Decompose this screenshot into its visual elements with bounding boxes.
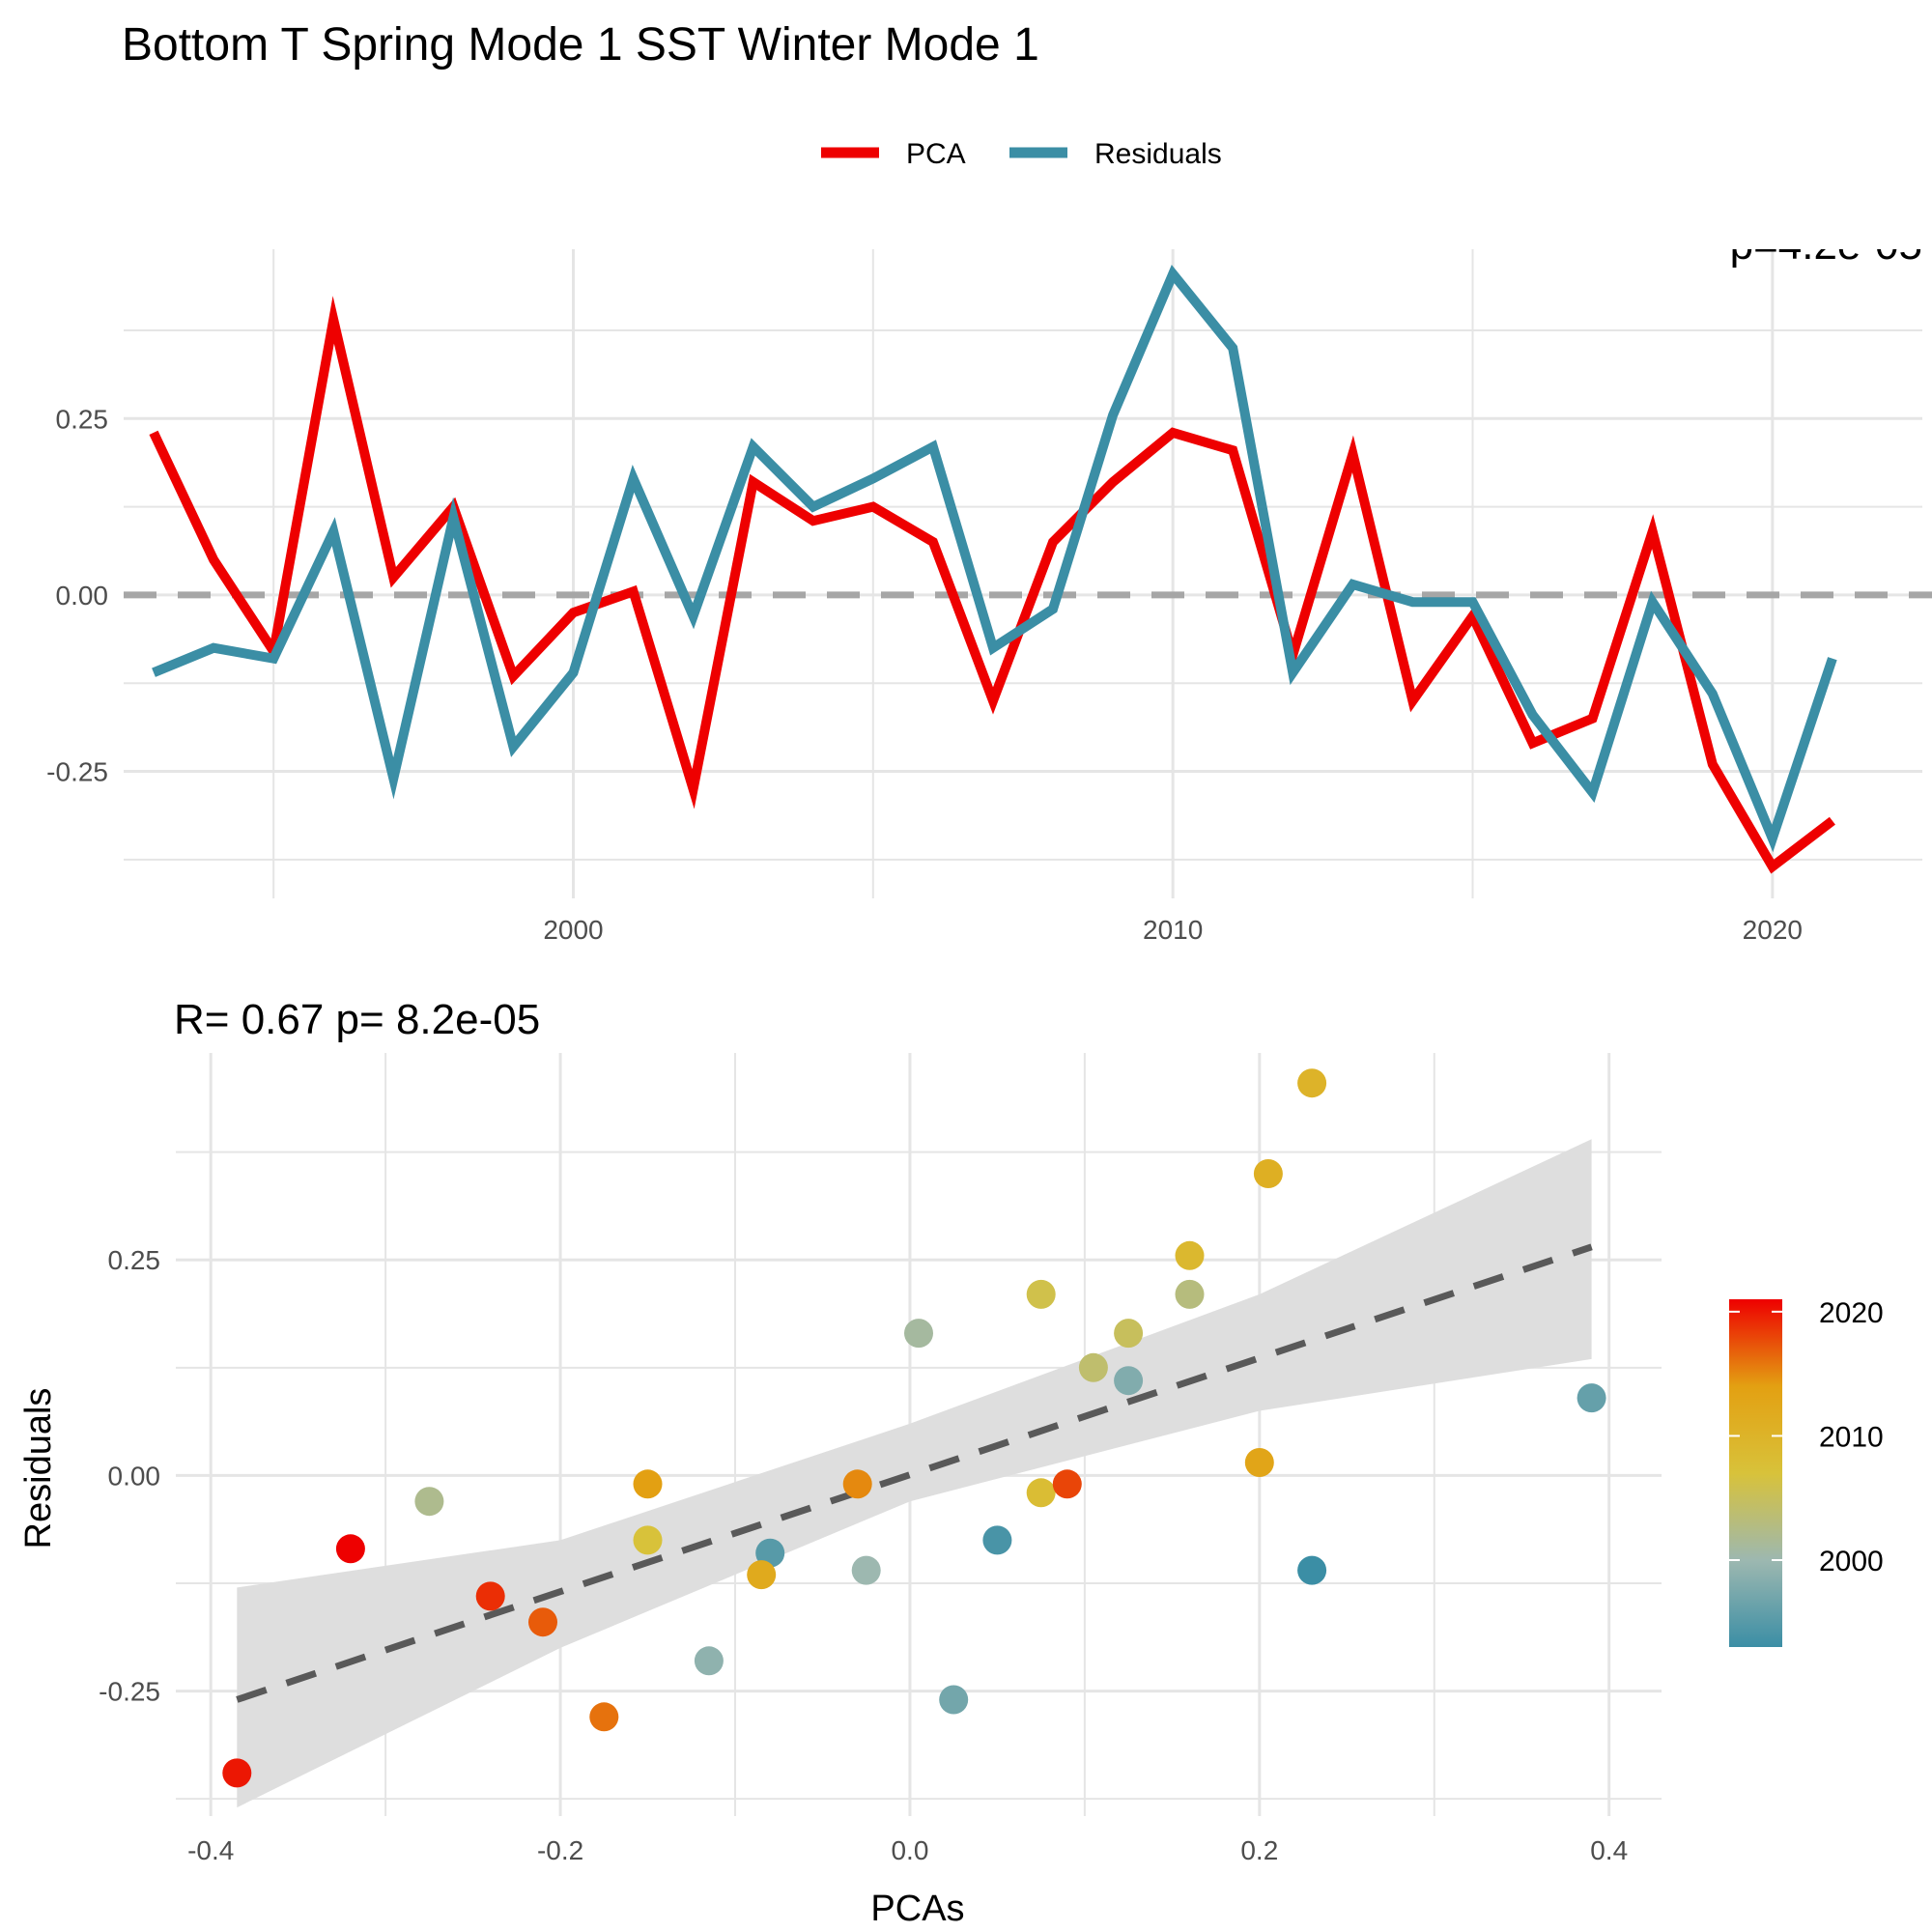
scatter-point: [694, 1646, 724, 1676]
scatter-point: [1114, 1366, 1144, 1396]
scatter-x-tick-label: -0.2: [537, 1835, 583, 1865]
scatter-point: [747, 1560, 777, 1590]
x-axis-title: PCAs: [870, 1889, 964, 1929]
scatter-point: [528, 1607, 557, 1637]
scatter-point: [1078, 1352, 1108, 1382]
scatter-point: [1026, 1279, 1056, 1309]
scatter-point: [633, 1469, 663, 1499]
timeseries-x-ticks: 2000 2010 2020: [543, 915, 1803, 945]
scatter-point: [982, 1525, 1012, 1555]
scatter-point: [939, 1685, 969, 1715]
timeseries-y-ticks: -0.25 0.00 0.25: [46, 404, 108, 786]
scatter-point: [842, 1469, 872, 1499]
colorbar-tick-label: 2020: [1819, 1297, 1884, 1329]
scatter-point: [851, 1555, 881, 1585]
scatter-panel: R= 0.67 p= 8.2e-05 -0.250.000.25 -0.4 -0.…: [18, 996, 1662, 1929]
scatter-y-tick-label: -0.25: [99, 1677, 160, 1707]
regression-line: [236, 1243, 1593, 1703]
scatter-point: [1175, 1279, 1205, 1309]
timeseries-x-tick-label: 2000: [543, 915, 603, 945]
scatter-x-tick-label: -0.4: [187, 1835, 234, 1865]
colorbar-tick-label: 2010: [1819, 1421, 1884, 1453]
scatter-point: [1026, 1478, 1056, 1508]
scatter-point: [414, 1487, 444, 1517]
scatter-point: [1253, 1159, 1283, 1188]
page-title: Bottom T Spring Mode 1 SST Winter Mode 1: [122, 19, 1039, 71]
scatter-point: [475, 1581, 505, 1611]
timeseries-y-tick-label: -0.25: [46, 757, 108, 787]
scatter-point: [1052, 1469, 1082, 1499]
legend-label-pca: PCA: [906, 138, 966, 170]
scatter-point: [1297, 1555, 1327, 1585]
scatter-point: [335, 1534, 365, 1564]
scatter-point: [222, 1758, 252, 1788]
timeseries-lines: [149, 264, 1837, 874]
scatter-x-ticks: -0.4 -0.2 0.0 0.2 0.4: [187, 1835, 1628, 1865]
scatter-x-tick-label: 0.0: [891, 1835, 928, 1865]
scatter-y-tick-label: 0.00: [108, 1461, 161, 1491]
scatter-point: [1114, 1319, 1144, 1349]
scatter-point: [589, 1702, 619, 1732]
annotation-clip-mask: [1546, 193, 1932, 249]
confidence-band: [237, 1139, 1592, 1808]
scatter-point: [1175, 1240, 1205, 1270]
scatter-y-ticks: -0.25 0.00 0.25: [99, 1245, 160, 1706]
legend: PCA Residuals: [821, 138, 1222, 170]
fit-line: [236, 1243, 1593, 1703]
timeseries-x-tick-label: 2010: [1143, 915, 1203, 945]
confidence-ribbon: [237, 1139, 1592, 1808]
timeseries-y-tick-label: 0.00: [56, 581, 109, 611]
scatter-point: [904, 1319, 933, 1349]
scatter-points: [222, 1068, 1606, 1788]
timeseries-x-tick-label: 2020: [1743, 915, 1803, 945]
series-line-residuals: [152, 264, 1837, 853]
timeseries-y-tick-label: 0.25: [56, 404, 109, 434]
year-colorbar: 2000 2010 2020: [1729, 1297, 1884, 1647]
scatter-title: R= 0.67 p= 8.2e-05: [174, 996, 540, 1043]
scatter-point: [1577, 1383, 1606, 1413]
colorbar-gradient: [1729, 1299, 1782, 1647]
scatter-point: [1297, 1068, 1327, 1098]
scatter-point: [1244, 1448, 1274, 1477]
scatter-x-tick-label: 0.4: [1590, 1835, 1628, 1865]
y-axis-title: Residuals: [18, 1388, 59, 1549]
colorbar-tick-label: 2000: [1819, 1546, 1884, 1577]
legend-label-residuals: Residuals: [1094, 138, 1222, 170]
scatter-point: [633, 1525, 663, 1555]
colorbar-ticks: 2000 2010 2020: [1729, 1297, 1884, 1577]
scatter-y-tick-label: 0.25: [108, 1245, 161, 1275]
scatter-x-tick-label: 0.2: [1240, 1835, 1278, 1865]
